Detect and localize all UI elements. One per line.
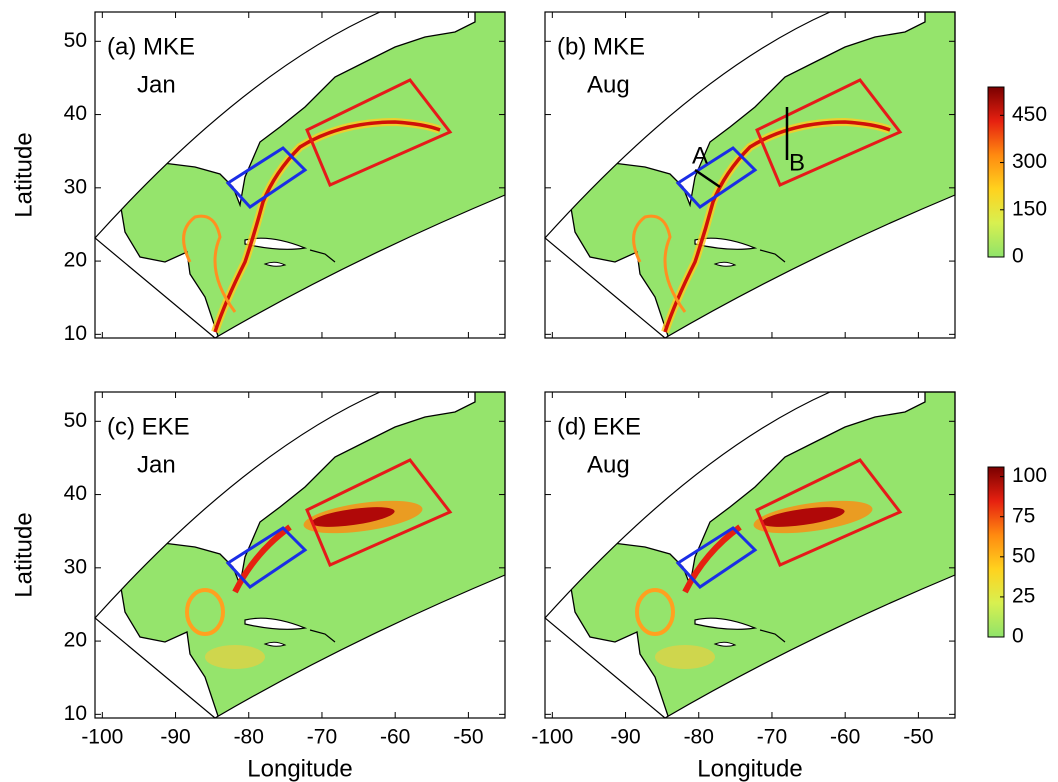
colorbar-tick-label: 300: [1012, 150, 1047, 173]
x-tick-label: -60: [380, 726, 410, 749]
colorbar-tick-label: 100: [1012, 464, 1047, 487]
x-tick-label: -50: [453, 726, 483, 749]
x-axis-title: Longitude: [697, 755, 802, 782]
y-tick-label: 50: [64, 29, 87, 52]
y-tick-label: 30: [64, 175, 87, 198]
map-panel: -100 -90 -80 -70 -60 -50 (d) EKE Aug Longitude: [531, 382, 955, 782]
colorbar-tick-label: 25: [1012, 584, 1035, 607]
x-tick-label: -50: [903, 726, 933, 749]
panel-subtitle: Jan: [137, 451, 176, 478]
y-tick-label: 10: [64, 322, 87, 345]
colorbar-tick-label: 450: [1012, 103, 1047, 126]
y-tick-label: 40: [64, 102, 87, 125]
x-tick-label: -60: [830, 726, 860, 749]
figure: 10 20 30 40 50 (a) MKE Jan Latitude (b) MKE Aug A B…: [0, 0, 1058, 782]
y-tick-label: 50: [64, 409, 87, 432]
colorbar-tick-label: 50: [1012, 544, 1035, 567]
x-tick-label: -100: [531, 726, 573, 749]
map-panel: 10 20 30 40 50 (a) MKE Jan Latitude: [10, 2, 505, 345]
panel-title: (a) MKE: [107, 33, 195, 60]
panel-title: (b) MKE: [557, 33, 645, 60]
colorbar: [988, 87, 1004, 257]
panel-subtitle: Aug: [587, 71, 630, 98]
y-tick-label: 40: [64, 482, 87, 505]
section-label: A: [692, 142, 708, 169]
y-tick-label: 20: [64, 249, 87, 272]
panel-title: (d) EKE: [557, 413, 641, 440]
panel-title: (c) EKE: [107, 413, 190, 440]
map-panel: (b) MKE Aug A B: [535, 2, 955, 342]
x-axis-title: Longitude: [247, 755, 352, 782]
colorbar-tick-label: 0: [1012, 625, 1024, 648]
colorbar: [988, 467, 1004, 637]
x-tick-label: -70: [757, 726, 787, 749]
x-tick-label: -80: [684, 726, 714, 749]
x-tick-label: -90: [160, 726, 190, 749]
panel-subtitle: Aug: [587, 451, 630, 478]
y-axis-title: Latitude: [10, 132, 37, 217]
y-axis-title: Latitude: [10, 512, 37, 597]
x-tick-label: -80: [234, 726, 264, 749]
y-tick-label: 30: [64, 555, 87, 578]
x-tick-label: -100: [81, 726, 123, 749]
map-panel: -100 -90 -80 -70 -60 -50 10 20 30 40 50 (c) EKE Jan L…: [10, 382, 505, 782]
colorbar-tick-label: 75: [1012, 504, 1035, 527]
y-tick-label: 20: [64, 629, 87, 652]
colorbar-tick-label: 150: [1012, 197, 1047, 220]
colorbar-tick-label: 0: [1012, 245, 1024, 268]
y-tick-label: 10: [64, 702, 87, 725]
x-tick-label: -90: [610, 726, 640, 749]
section-label: B: [789, 149, 805, 176]
panel-subtitle: Jan: [137, 71, 176, 98]
x-tick-label: -70: [307, 726, 337, 749]
